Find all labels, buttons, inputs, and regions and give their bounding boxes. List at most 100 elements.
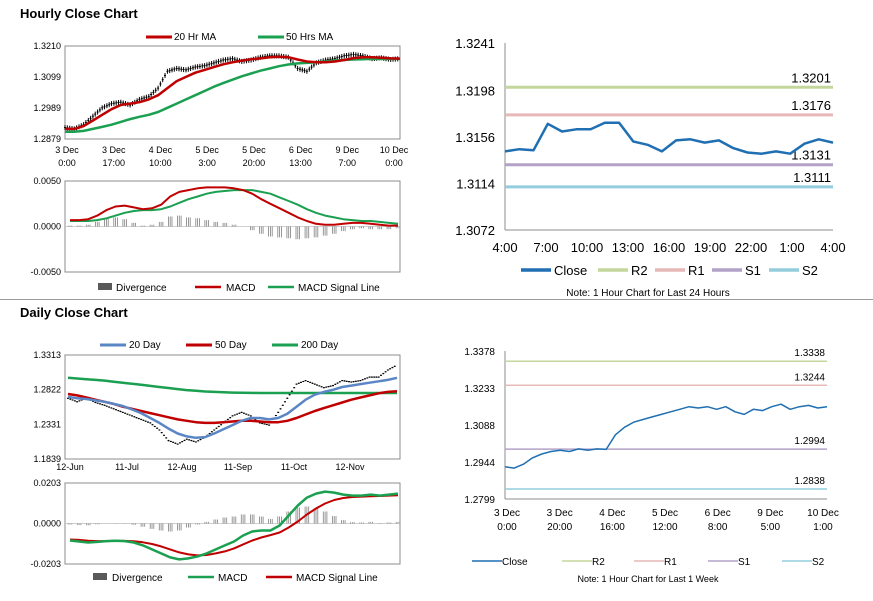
x-tick-label: 10 Dec bbox=[380, 145, 409, 155]
level-label: 1.3176 bbox=[791, 98, 831, 113]
section-divider bbox=[0, 299, 873, 300]
y-tick-label: 0.0000 bbox=[33, 222, 61, 232]
y-tick-label: 1.2822 bbox=[33, 385, 61, 395]
y-tick-label: 1.1839 bbox=[33, 454, 61, 464]
x-tick-label: 4:00 bbox=[492, 240, 517, 255]
legend-divergence-swatch bbox=[98, 283, 112, 290]
hourly-close-line bbox=[504, 121, 834, 155]
hourly-50hr-ma-line bbox=[65, 57, 400, 133]
y-tick-label: 1.3099 bbox=[33, 72, 61, 82]
x-tick-label: 4 Dec bbox=[599, 508, 625, 519]
x-tick-label: 9 Dec bbox=[336, 145, 360, 155]
x-tick-label: 4:00 bbox=[820, 240, 845, 255]
hourly-price-frame bbox=[64, 45, 401, 140]
x-tick-label: 19:00 bbox=[694, 240, 727, 255]
x-tick-label: 9 Dec bbox=[757, 508, 783, 519]
x-tick-label: 12-Aug bbox=[167, 462, 196, 472]
legend-label: R1 bbox=[688, 263, 705, 278]
x-tick-label: 0:00 bbox=[58, 158, 76, 168]
daily-section-title: Daily Close Chart bbox=[20, 305, 128, 320]
legend-label: S1 bbox=[738, 557, 751, 568]
x-tick-label: 17:00 bbox=[102, 158, 125, 168]
x-tick-label: 12-Nov bbox=[335, 462, 365, 472]
y-tick-label: -0.0050 bbox=[30, 267, 61, 277]
y-tick-label: 0.0000 bbox=[33, 519, 61, 529]
x-tick-label: 16:00 bbox=[600, 522, 625, 533]
x-tick-label: 12:00 bbox=[652, 522, 677, 533]
x-tick-label: 11-Jul bbox=[115, 462, 139, 472]
x-tick-label: 3 Dec bbox=[102, 145, 126, 155]
daily-close-line bbox=[504, 403, 828, 469]
legend-label: 50 Hrs MA bbox=[286, 32, 334, 43]
hourly-signal-line bbox=[70, 189, 399, 225]
x-tick-label: 11-Oct bbox=[281, 462, 308, 472]
level-label: 1.3131 bbox=[791, 148, 831, 163]
y-tick-label: 0.0050 bbox=[33, 176, 61, 186]
legend-label: S2 bbox=[802, 263, 818, 278]
y-tick-label: 1.2989 bbox=[33, 103, 61, 113]
x-tick-label: 6 Dec bbox=[289, 145, 313, 155]
level-label: 1.3244 bbox=[794, 372, 825, 383]
level-label: 1.2994 bbox=[794, 436, 825, 447]
y-tick-label: 1.3210 bbox=[33, 41, 61, 51]
x-tick-label: 7:00 bbox=[533, 240, 558, 255]
x-tick-label: 13:00 bbox=[289, 158, 312, 168]
legend-label: S1 bbox=[745, 263, 761, 278]
x-tick-label: 22:00 bbox=[735, 240, 768, 255]
legend-label: 20 Hr MA bbox=[174, 32, 217, 43]
x-tick-label: 0:00 bbox=[385, 158, 403, 168]
hourly-20hr-ma-line bbox=[65, 55, 401, 131]
daily-signal-line bbox=[69, 494, 399, 557]
legend-divergence-swatch bbox=[93, 573, 107, 580]
legend-label: Close bbox=[502, 557, 528, 568]
x-tick-label: 0:00 bbox=[497, 522, 517, 533]
x-tick-label: 3 Dec bbox=[55, 145, 79, 155]
y-tick-label: 1.2799 bbox=[464, 495, 495, 506]
legend-label: S2 bbox=[812, 557, 825, 568]
y-tick-label: 1.3198 bbox=[455, 84, 495, 99]
x-tick-label: 4 Dec bbox=[149, 145, 173, 155]
x-tick-label: 8:00 bbox=[708, 522, 728, 533]
x-tick-label: 10 Dec bbox=[807, 508, 839, 519]
daily-macd-line bbox=[69, 490, 399, 561]
y-tick-label: 0.0203 bbox=[33, 478, 61, 488]
y-tick-label: -0.0203 bbox=[30, 559, 61, 569]
y-tick-label: 1.3313 bbox=[33, 350, 61, 360]
y-tick-label: 1.2944 bbox=[464, 458, 495, 469]
hourly-section-title: Hourly Close Chart bbox=[20, 6, 138, 21]
level-label: 1.2838 bbox=[794, 476, 825, 487]
daily-50day-line bbox=[67, 389, 398, 425]
y-tick-label: 1.3241 bbox=[455, 36, 495, 51]
x-tick-label: 3 Dec bbox=[494, 508, 520, 519]
y-tick-label: 1.3114 bbox=[456, 177, 495, 192]
x-tick-label: 5 Dec bbox=[195, 145, 219, 155]
y-tick-label: 1.3088 bbox=[464, 421, 495, 432]
y-tick-label: 1.2879 bbox=[33, 134, 61, 144]
x-tick-label: 6 Dec bbox=[705, 508, 731, 519]
legend-label: MACD bbox=[226, 283, 255, 294]
daily-divergence-bars bbox=[67, 506, 401, 532]
x-tick-label: 1:00 bbox=[779, 240, 804, 255]
level-label: 1.3338 bbox=[794, 348, 825, 359]
daily-20day-line bbox=[67, 376, 398, 440]
x-tick-label: 20:00 bbox=[547, 522, 572, 533]
x-tick-label: 10:00 bbox=[149, 158, 172, 168]
legend-label: R2 bbox=[592, 557, 605, 568]
chart-note: Note: 1 Hour Chart for Last 24 Hours bbox=[566, 288, 729, 299]
daily-200day-line bbox=[67, 376, 397, 395]
x-tick-label: 13:00 bbox=[612, 240, 645, 255]
x-tick-label: 3:00 bbox=[198, 158, 216, 168]
x-tick-label: 20:00 bbox=[243, 158, 266, 168]
x-tick-label: 5 Dec bbox=[242, 145, 266, 155]
y-tick-label: 1.3378 bbox=[464, 347, 495, 358]
legend-label: MACD Signal Line bbox=[296, 573, 378, 584]
hourly-divergence-bars bbox=[67, 215, 401, 240]
y-tick-label: 1.2331 bbox=[33, 419, 61, 429]
x-tick-label: 10:00 bbox=[571, 240, 604, 255]
x-tick-label: 7:00 bbox=[339, 158, 357, 168]
legend-label: Close bbox=[554, 263, 587, 278]
level-label: 1.3111 bbox=[793, 170, 831, 185]
legend-label: 50 Day bbox=[215, 340, 247, 351]
x-tick-label: 5 Dec bbox=[652, 508, 678, 519]
legend-label: MACD bbox=[218, 573, 247, 584]
